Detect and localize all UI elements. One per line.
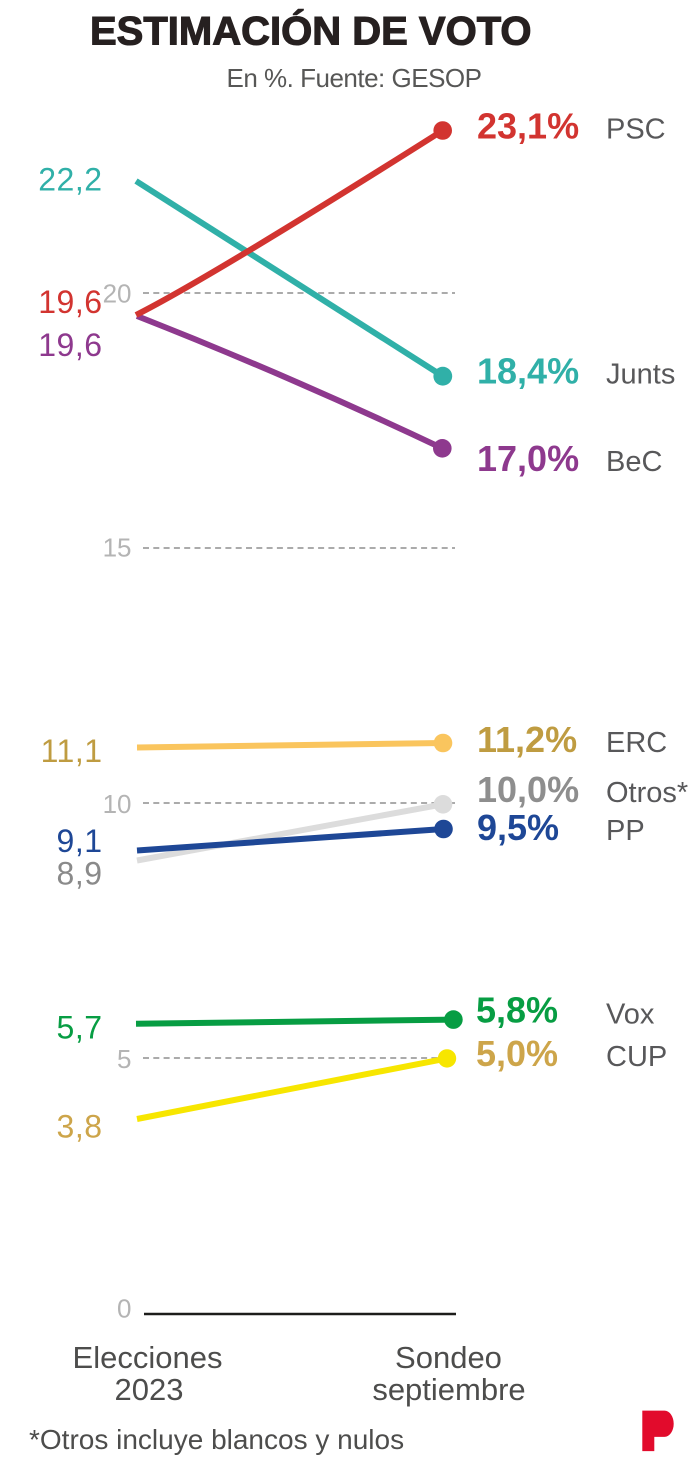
svg-text:23,1%: 23,1% xyxy=(477,106,579,147)
svg-text:5: 5 xyxy=(117,1044,131,1074)
svg-text:8,9: 8,9 xyxy=(57,856,103,892)
svg-text:BeC: BeC xyxy=(606,446,662,478)
svg-text:ESTIMACIÓN DE VOTO: ESTIMACIÓN DE VOTO xyxy=(90,8,532,54)
svg-text:22,2: 22,2 xyxy=(38,162,102,198)
svg-text:septiembre: septiembre xyxy=(372,1372,525,1407)
svg-text:*Otros incluye blancos y nulos: *Otros incluye blancos y nulos xyxy=(29,1424,404,1455)
svg-text:19,6: 19,6 xyxy=(38,284,102,320)
svg-text:En %. Fuente: GESOP: En %. Fuente: GESOP xyxy=(227,63,482,93)
svg-text:ERC: ERC xyxy=(606,727,667,759)
svg-text:PP: PP xyxy=(606,815,645,847)
svg-text:Otros*: Otros* xyxy=(606,777,688,809)
svg-text:0: 0 xyxy=(117,1294,131,1324)
svg-text:Elecciones: Elecciones xyxy=(73,1340,223,1375)
svg-text:9,1: 9,1 xyxy=(57,823,103,859)
svg-text:19,6: 19,6 xyxy=(38,327,102,363)
svg-text:15: 15 xyxy=(103,533,132,563)
svg-text:11,1: 11,1 xyxy=(41,733,103,769)
svg-text:2023: 2023 xyxy=(115,1372,184,1407)
svg-text:5,8%: 5,8% xyxy=(476,990,558,1031)
svg-text:Sondeo: Sondeo xyxy=(395,1340,502,1375)
svg-text:9,5%: 9,5% xyxy=(477,807,559,848)
svg-text:10: 10 xyxy=(103,789,132,819)
svg-text:17,0%: 17,0% xyxy=(477,438,579,479)
svg-text:CUP: CUP xyxy=(606,1041,667,1073)
svg-text:3,8: 3,8 xyxy=(57,1109,103,1145)
svg-text:Vox: Vox xyxy=(606,999,655,1031)
svg-text:10,0%: 10,0% xyxy=(477,769,579,810)
svg-text:11,2%: 11,2% xyxy=(477,719,577,760)
svg-text:5,0%: 5,0% xyxy=(476,1033,558,1074)
svg-text:PSC: PSC xyxy=(606,114,666,146)
svg-text:18,4%: 18,4% xyxy=(477,351,579,392)
svg-text:5,7: 5,7 xyxy=(57,1010,103,1046)
svg-text:20: 20 xyxy=(103,279,132,309)
svg-text:Junts: Junts xyxy=(606,359,675,391)
